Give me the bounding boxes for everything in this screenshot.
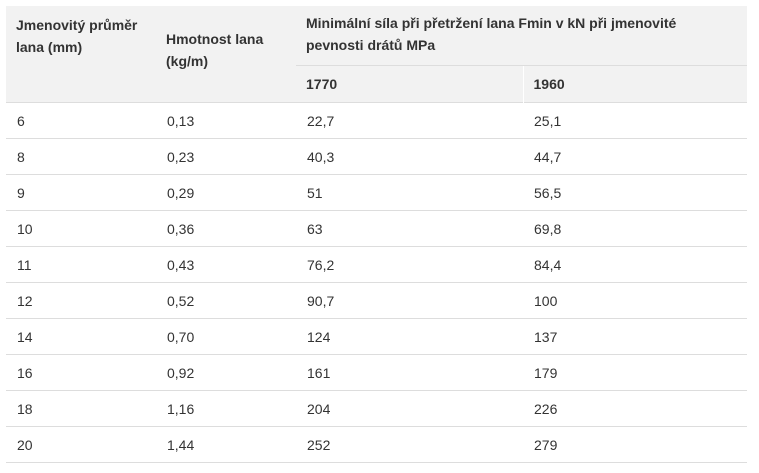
- table-row: 9 0,29 51 56,5: [6, 174, 747, 211]
- cell-mass: 0,92: [156, 354, 296, 391]
- cell-diameter: 6: [6, 102, 156, 139]
- cell-force-1770: 22,7: [296, 102, 523, 139]
- cell-force-1960: 279: [523, 426, 747, 463]
- rope-specification-table: Jmenovitý průměr lana (mm) Hmotnost lana…: [6, 6, 747, 463]
- header-diameter: Jmenovitý průměr lana (mm): [6, 6, 156, 103]
- cell-mass: 0,52: [156, 282, 296, 319]
- cell-mass: 0,70: [156, 318, 296, 355]
- cell-force-1770: 252: [296, 426, 523, 463]
- cell-mass: 0,13: [156, 102, 296, 139]
- table-row: 8 0,23 40,3 44,7: [6, 138, 747, 175]
- cell-diameter: 16: [6, 354, 156, 391]
- header-strength-1960: 1960: [522, 65, 747, 103]
- header-breaking-force: Minimální síla při přetržení lana Fmin v…: [296, 6, 747, 66]
- table-row: 18 1,16 204 226: [6, 390, 747, 427]
- cell-force-1770: 63: [296, 210, 523, 247]
- table-row: 6 0,13 22,7 25,1: [6, 102, 747, 139]
- header-mass: Hmotnost lana (kg/m): [156, 6, 296, 103]
- cell-diameter: 18: [6, 390, 156, 427]
- cell-force-1770: 90,7: [296, 282, 523, 319]
- table-row: 12 0,52 90,7 100: [6, 282, 747, 319]
- cell-force-1960: 137: [523, 318, 747, 355]
- cell-mass: 1,16: [156, 390, 296, 427]
- cell-force-1960: 56,5: [523, 174, 747, 211]
- cell-force-1960: 100: [523, 282, 747, 319]
- cell-mass: 1,44: [156, 426, 296, 463]
- cell-force-1960: 25,1: [523, 102, 747, 139]
- cell-mass: 0,23: [156, 138, 296, 175]
- table-row: 14 0,70 124 137: [6, 318, 747, 355]
- table-header: Jmenovitý průměr lana (mm) Hmotnost lana…: [6, 6, 747, 103]
- table-body: 6 0,13 22,7 25,1 8 0,23 40,3 44,7 9 0,29 51 56,5 10 0…: [6, 102, 747, 463]
- cell-force-1770: 124: [296, 318, 523, 355]
- cell-diameter: 12: [6, 282, 156, 319]
- table-row: 20 1,44 252 279: [6, 426, 747, 463]
- cell-mass: 0,36: [156, 210, 296, 247]
- table-row: 16 0,92 161 179: [6, 354, 747, 391]
- cell-force-1960: 44,7: [523, 138, 747, 175]
- cell-force-1770: 161: [296, 354, 523, 391]
- cell-force-1960: 69,8: [523, 210, 747, 247]
- table-row: 10 0,36 63 69,8: [6, 210, 747, 247]
- cell-diameter: 8: [6, 138, 156, 175]
- cell-diameter: 9: [6, 174, 156, 211]
- cell-force-1960: 179: [523, 354, 747, 391]
- cell-force-1770: 40,3: [296, 138, 523, 175]
- table-row: 11 0,43 76,2 84,4: [6, 246, 747, 283]
- cell-diameter: 14: [6, 318, 156, 355]
- cell-force-1960: 226: [523, 390, 747, 427]
- cell-diameter: 10: [6, 210, 156, 247]
- cell-mass: 0,29: [156, 174, 296, 211]
- cell-force-1960: 84,4: [523, 246, 747, 283]
- cell-mass: 0,43: [156, 246, 296, 283]
- cell-force-1770: 204: [296, 390, 523, 427]
- cell-diameter: 11: [6, 246, 156, 283]
- cell-force-1770: 51: [296, 174, 523, 211]
- cell-force-1770: 76,2: [296, 246, 523, 283]
- header-strength-1770: 1770: [296, 65, 523, 103]
- cell-diameter: 20: [6, 426, 156, 463]
